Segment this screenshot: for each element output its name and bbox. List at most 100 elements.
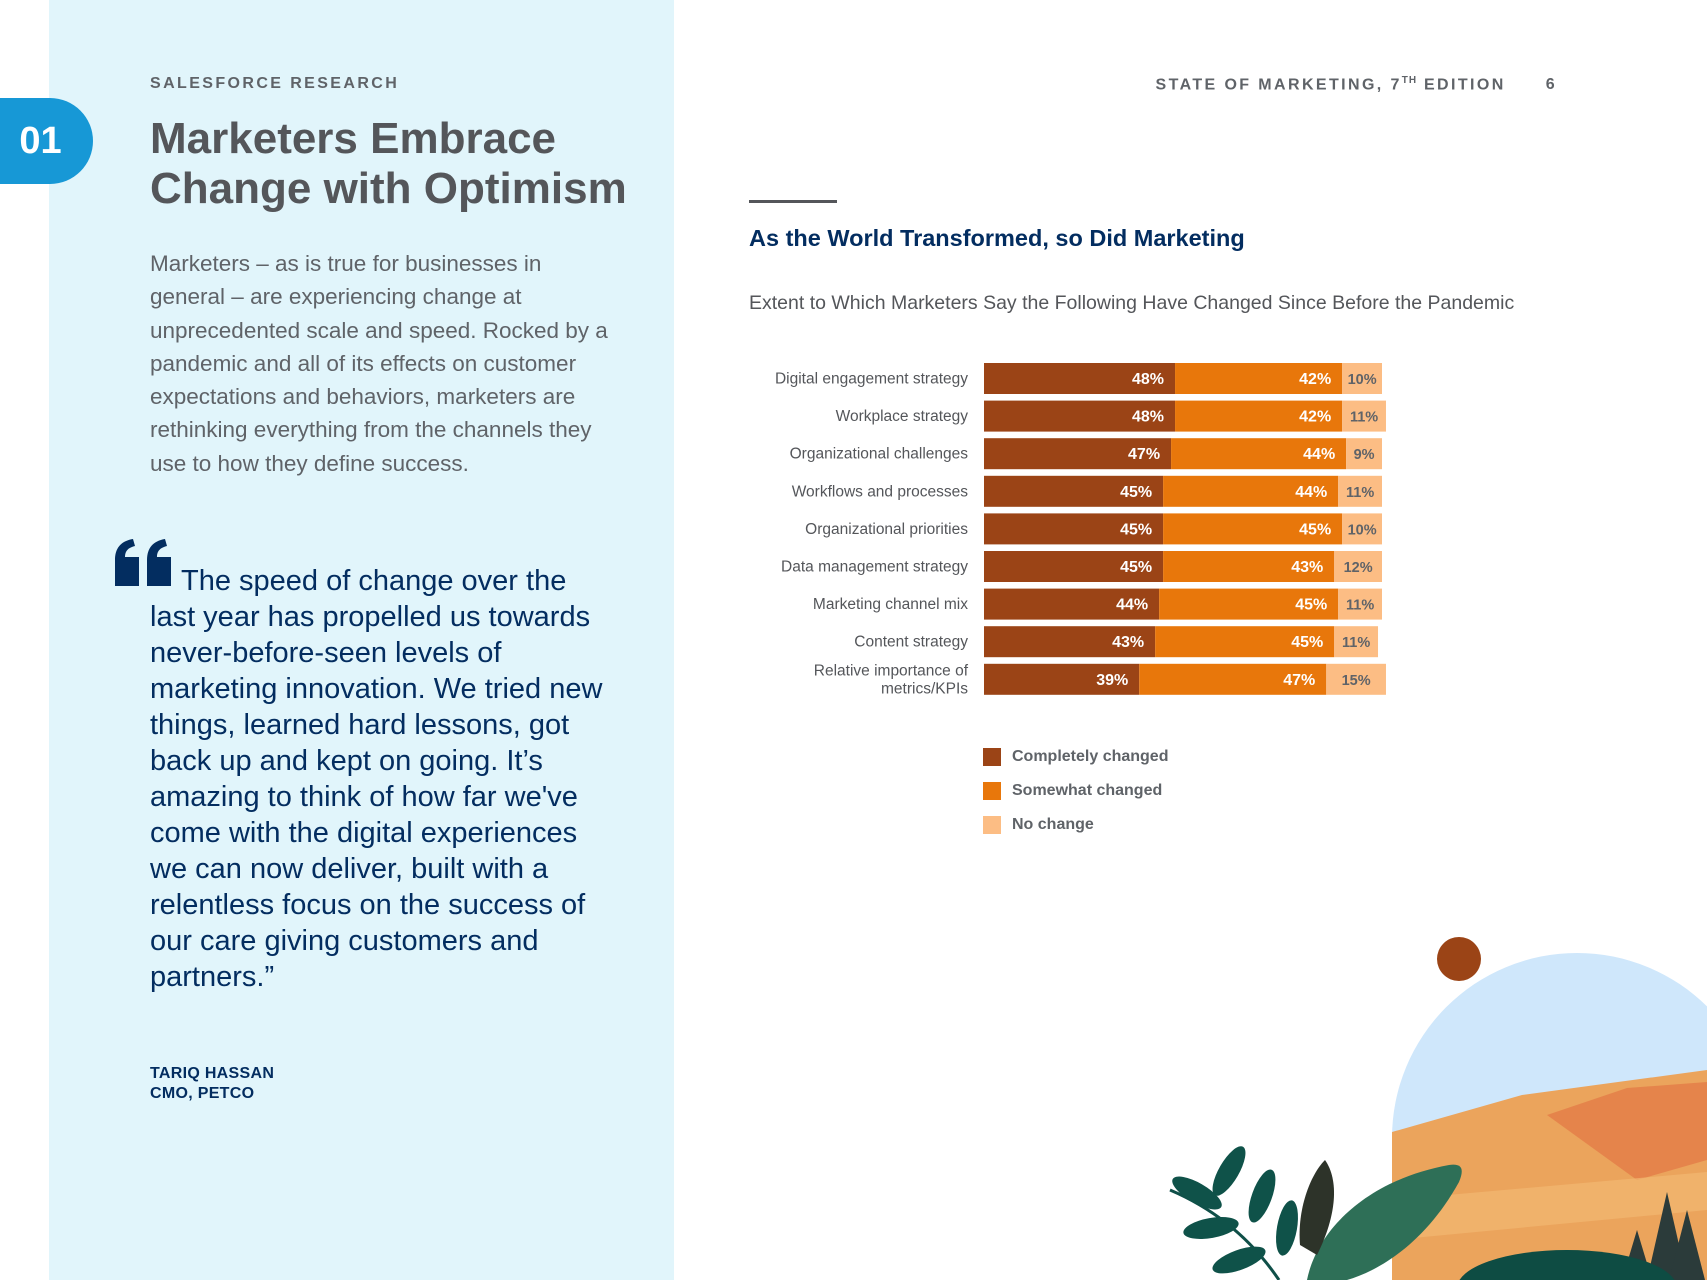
data-label: 47% [1283, 672, 1315, 689]
section-rule [749, 200, 837, 203]
bar-segment-completely-changed [984, 588, 1160, 620]
mountain-stripe [1392, 1172, 1707, 1240]
category-label-line: metrics/KPIs [881, 680, 968, 697]
data-label: 11% [1350, 410, 1378, 426]
pull-quote: The speed of change over the last year h… [150, 565, 603, 993]
bar-segment-no-change [1346, 438, 1382, 470]
legend-item-none: No change [983, 808, 1168, 842]
category-label-line: Workplace strategy [836, 408, 969, 425]
category-label-line: Workflows and processes [792, 483, 969, 500]
bar-segment-no-change [1338, 475, 1382, 507]
data-label: 44% [1303, 446, 1335, 463]
attribution-role: CMO, PETCO [150, 1085, 255, 1102]
category-label: Workflows and processes [792, 483, 969, 500]
landscape-illustration [1169, 937, 1707, 1280]
report-title-superscript: TH [1401, 75, 1418, 86]
category-label: Data management strategy [781, 559, 968, 576]
category-label: Workplace strategy [836, 408, 969, 425]
bush [1459, 1250, 1675, 1280]
category-label-line: Content strategy [854, 634, 968, 651]
data-label: 47% [1128, 446, 1160, 463]
page-title: Marketers Embrace Change with Optimism [150, 114, 627, 213]
bar-segment-no-change [1338, 588, 1382, 620]
report-header: STATE OF MARKETING, 7TH EDITION 6 [1156, 75, 1557, 94]
category-label-line: Organizational challenges [790, 446, 969, 463]
data-label: 12% [1344, 560, 1373, 576]
data-label: 9% [1354, 447, 1375, 463]
quote-mark-icon [115, 539, 171, 586]
category-label: Marketing channel mix [813, 596, 968, 613]
bar-segment-somewhat-changed [1159, 588, 1339, 620]
category-label-line: Marketing channel mix [813, 596, 968, 613]
sun-circle [1437, 937, 1481, 981]
intro-paragraph: Marketers – as is true for businesses in… [150, 251, 608, 476]
stacked-bar-chart: Digital engagement strategy 48% 42% 10% Work… [775, 363, 1386, 697]
category-label: Relative importance of metrics/KPIs [814, 662, 969, 697]
data-label: 11% [1346, 485, 1374, 501]
legend-item-somewhat: Somewhat changed [983, 774, 1168, 808]
bar-segment-somewhat-changed [1163, 475, 1339, 507]
data-label: 11% [1342, 635, 1370, 651]
category-label: Digital engagement strategy [775, 371, 968, 388]
category-label-line: Relative importance of [814, 662, 969, 679]
legend-swatch [983, 782, 1001, 800]
data-label: 45% [1295, 597, 1327, 614]
eyebrow-label: SALESFORCE RESEARCH [150, 75, 400, 92]
page-number: 6 [1545, 76, 1557, 94]
bar-segment-no-change [1342, 363, 1382, 394]
bar-segment-no-change [1342, 513, 1382, 545]
data-label: 42% [1299, 409, 1331, 426]
category-label-line: Digital engagement strategy [775, 371, 968, 388]
mountain-shade [1547, 1082, 1707, 1180]
data-label: 45% [1120, 521, 1152, 538]
chapter-number-tab: 01 [0, 98, 93, 184]
report-title: STATE OF MARKETING, 7 [1155, 76, 1402, 94]
bar-segment-somewhat-changed [1175, 363, 1343, 394]
data-label: 10% [1348, 522, 1377, 538]
chart-title: As the World Transformed, so Did Marketi… [749, 225, 1245, 251]
bar-segment-somewhat-changed [1155, 626, 1335, 658]
data-label: 43% [1112, 634, 1144, 651]
bar-segment-completely-changed [984, 363, 1176, 394]
bar-segment-somewhat-changed [1139, 663, 1327, 695]
data-label: 45% [1291, 634, 1323, 651]
data-label: 10% [1348, 372, 1377, 388]
bar-segment-somewhat-changed [1175, 400, 1343, 432]
quote-attribution: TARIQ HASSAN CMO, PETCO [150, 1064, 274, 1104]
report-edition: EDITION [1417, 76, 1506, 94]
bar-segment-somewhat-changed [1171, 438, 1347, 470]
bar-segment-no-change [1334, 626, 1379, 658]
bar-segment-completely-changed [984, 475, 1164, 507]
small-leaf [1212, 1246, 1266, 1274]
bar-segment-no-change [1326, 663, 1386, 695]
chart-legend: Completely changed Somewhat changed No c… [983, 740, 1168, 842]
data-label: 44% [1116, 597, 1148, 614]
attribution-name: TARIQ HASSAN [150, 1065, 275, 1082]
data-label: 39% [1096, 672, 1128, 689]
bar-segment-completely-changed [984, 551, 1164, 582]
category-label: Content strategy [854, 634, 968, 651]
dark-leaf [1299, 1160, 1335, 1255]
data-label: 43% [1291, 559, 1323, 576]
category-label: Organizational challenges [790, 446, 969, 463]
small-leaf [1212, 1146, 1246, 1196]
large-leaf [1307, 1164, 1462, 1280]
data-label: 48% [1132, 371, 1164, 388]
data-label: 44% [1295, 484, 1327, 501]
bar-segment-completely-changed [984, 626, 1156, 658]
data-label: 45% [1120, 484, 1152, 501]
bar-segment-completely-changed [984, 513, 1164, 545]
data-label: 45% [1120, 559, 1152, 576]
legend-item-completely: Completely changed [983, 740, 1168, 774]
small-leaf [1183, 1217, 1239, 1239]
category-label-line: Organizational priorities [805, 521, 968, 538]
small-leaf [1248, 1169, 1276, 1223]
bar-segment-somewhat-changed [1163, 551, 1335, 582]
data-label: 48% [1132, 409, 1164, 426]
bar-segment-completely-changed [984, 400, 1176, 432]
data-label: 42% [1299, 371, 1331, 388]
category-label-line: Data management strategy [781, 559, 968, 576]
small-leaf [1276, 1200, 1298, 1256]
legend-label: Somewhat changed [1012, 782, 1163, 799]
legend-label: Completely changed [1012, 748, 1169, 765]
